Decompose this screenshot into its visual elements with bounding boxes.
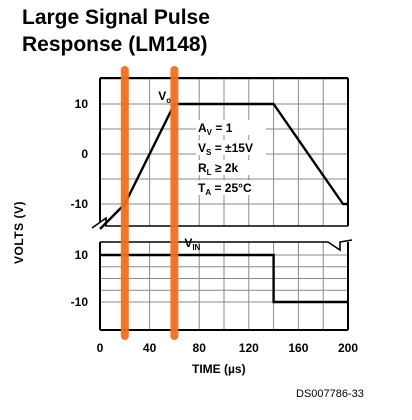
y-tick-label-lower: 10 (75, 248, 89, 262)
annotation-av: AV = 1 (198, 121, 233, 137)
y-tick-label-lower: -10 (71, 295, 89, 309)
annotation-bg (196, 140, 266, 155)
annotation-bg (196, 160, 266, 175)
chart-title-line2: Response (LM148) (22, 33, 208, 56)
x-tick-label: 80 (193, 341, 207, 355)
y-tick-label-upper: 10 (75, 97, 89, 111)
annotation-vs: VS = ±15V (198, 141, 253, 157)
x-tick-label: 0 (97, 341, 104, 355)
y-axis-label: VOLTS (V) (12, 201, 26, 264)
annotation-ta: TA = 25°C (198, 181, 252, 197)
annotation-bg (196, 120, 266, 135)
x-axis-label: TIME (µs) (192, 362, 246, 376)
x-tick-label: 120 (239, 341, 259, 355)
trace-vin (100, 253, 348, 304)
document-id: DS007786-33 (296, 388, 364, 400)
chart-title-line1: Large Signal Pulse (22, 6, 210, 29)
annotation-bg (196, 180, 266, 195)
y-tick-label-upper: -10 (71, 197, 89, 211)
annotation-rl: RL ≥ 2k (198, 161, 238, 177)
x-tick-label: 40 (143, 341, 157, 355)
x-tick-label: 160 (288, 341, 308, 355)
axis-break-bottom (100, 239, 353, 252)
y-tick-label-upper: 0 (81, 147, 88, 161)
x-tick-label: 200 (338, 341, 358, 355)
